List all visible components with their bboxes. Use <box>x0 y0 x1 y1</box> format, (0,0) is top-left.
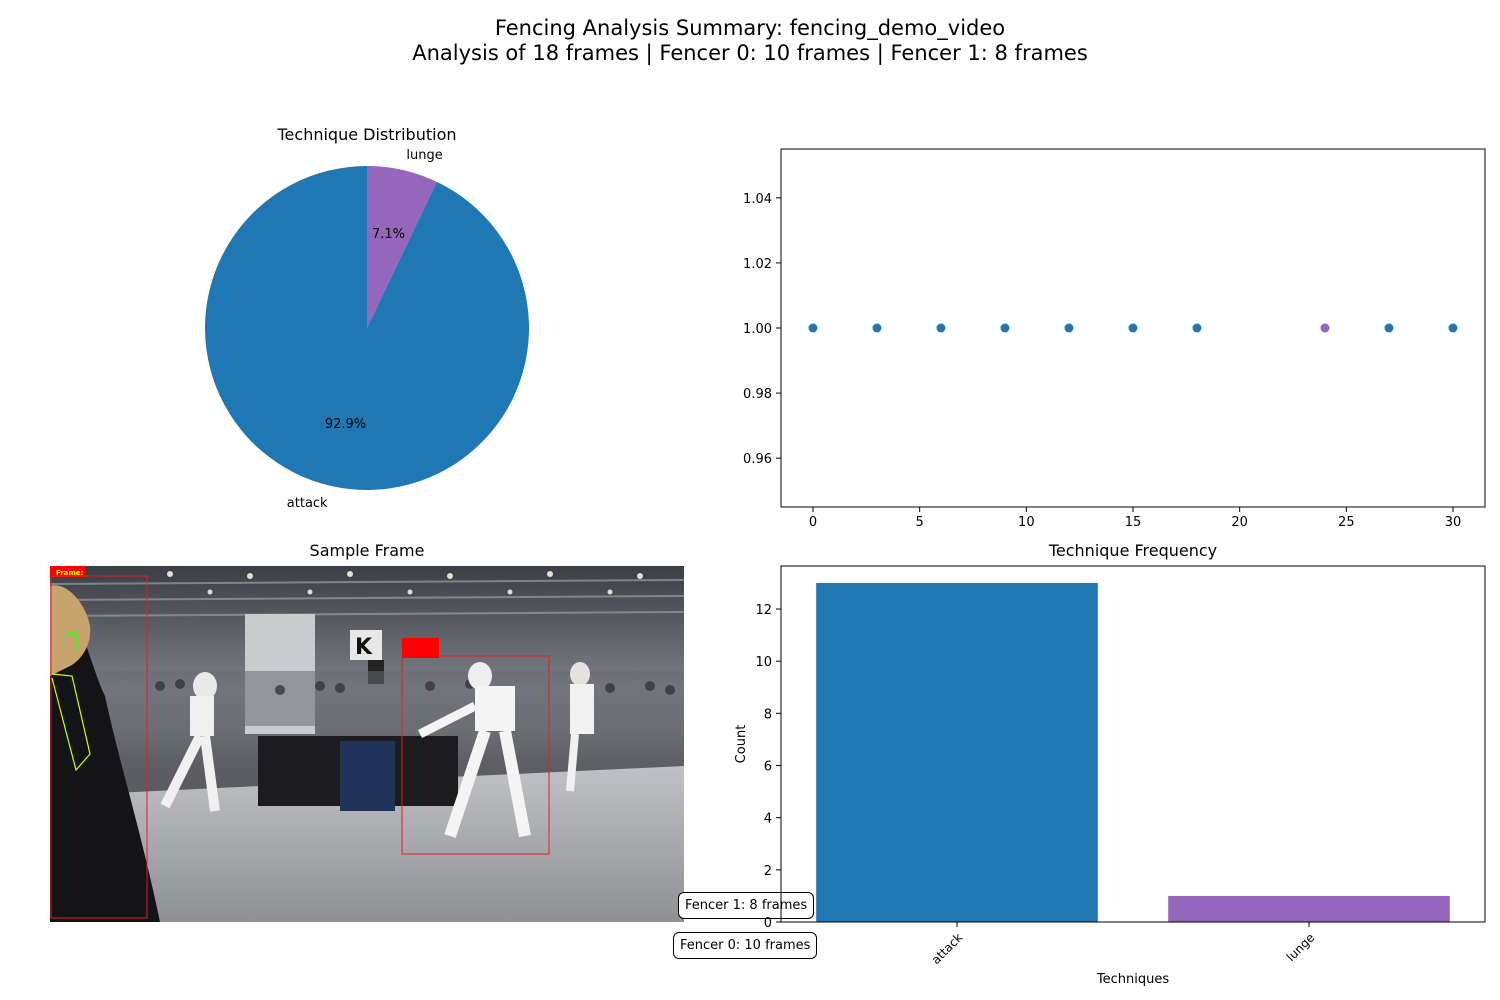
scatter-xtick-label: 15 <box>1125 515 1142 530</box>
scatter-point <box>1192 323 1202 333</box>
scatter-ytick-label: 0.98 <box>743 387 772 402</box>
scatter-xtick-label: 25 <box>1338 515 1355 530</box>
bar-lunge <box>1168 895 1450 922</box>
pie-label-lunge: lunge <box>406 148 442 163</box>
svg-text:K: K <box>355 635 373 660</box>
scatter-point <box>808 323 818 333</box>
fencer-1-note: Fencer 1: 8 frames <box>678 892 815 919</box>
pie-pct-lunge: 7.1% <box>372 227 405 242</box>
scatter-ytick-label: 0.96 <box>743 452 772 467</box>
pie-slice-lunge <box>367 166 437 328</box>
bar-ytick-label: 12 <box>755 603 772 618</box>
pie-pct-attack: 92.9% <box>325 417 366 432</box>
sample-frame-image: K Frame: <box>50 566 684 922</box>
scatter-ytick-label: 1.04 <box>743 192 772 207</box>
bar-ytick-label: 8 <box>764 707 772 722</box>
frame-overlay-label: Frame: <box>56 569 84 577</box>
pie-chart: lunge 7.1% attack 92.9% <box>205 148 530 511</box>
scatter-chart: 0 5 10 15 20 25 30 0.96 0.98 1.00 1.02 1.04 <box>743 148 1486 530</box>
figure-title-line2: Analysis of 18 frames | Fencer 0: 10 fra… <box>412 41 1088 65</box>
pie-chart-title: Technique Distribution <box>277 125 457 144</box>
scatter-point <box>1320 323 1330 333</box>
bar-ytick-label: 6 <box>764 760 772 775</box>
bar-ytick-label: 10 <box>755 655 772 670</box>
scatter-point <box>872 323 882 333</box>
bar-ylabel: Count <box>734 725 749 764</box>
pie-slice-attack <box>205 166 530 490</box>
fencer-0-note: Fencer 0: 10 frames <box>673 932 818 959</box>
scatter-xtick-label: 10 <box>1018 515 1035 530</box>
bar-ytick-label: 2 <box>764 864 772 879</box>
scatter-xtick-label: 5 <box>916 515 924 530</box>
scatter-xtick-label: 30 <box>1445 515 1462 530</box>
bar-xtick-label: attack <box>929 930 966 967</box>
bar-attack <box>816 582 1098 922</box>
scatter-point <box>1000 323 1010 333</box>
pie-label-attack: attack <box>287 496 328 511</box>
bar-xlabel: Techniques <box>1096 972 1169 987</box>
bar-chart-title: Technique Frequency <box>1048 541 1218 560</box>
scatter-xtick-label: 0 <box>809 515 817 530</box>
sample-frame-title: Sample Frame <box>309 541 425 560</box>
scatter-ytick-label: 1.00 <box>743 322 772 337</box>
scatter-xtick-label: 20 <box>1231 515 1248 530</box>
figure-title-line1: Fencing Analysis Summary: fencing_demo_v… <box>494 16 1006 40</box>
bar-xtick-label: lunge <box>1284 930 1318 964</box>
scatter-point <box>1448 323 1458 333</box>
bar-ytick-label: 4 <box>764 812 772 827</box>
scatter-point <box>936 323 946 333</box>
bar-axes-frame <box>780 565 1486 923</box>
scatter-point <box>1064 323 1074 333</box>
scatter-ytick-label: 1.02 <box>743 257 772 272</box>
scatter-point <box>1128 323 1138 333</box>
scatter-point <box>1384 323 1394 333</box>
